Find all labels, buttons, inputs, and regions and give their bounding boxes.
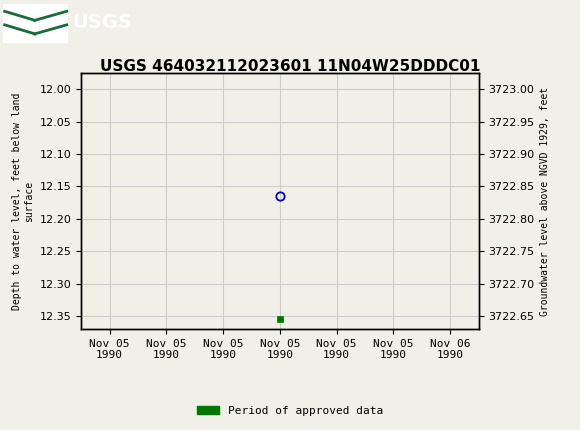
Bar [3,3,67,42]
Text: USGS 464032112023601 11N04W25DDDC01: USGS 464032112023601 11N04W25DDDC01 [100,59,480,74]
Text: USGS: USGS [72,13,132,32]
Legend: Period of approved data: Period of approved data [193,401,387,420]
Y-axis label: Groundwater level above NGVD 1929, feet: Groundwater level above NGVD 1929, feet [540,86,550,316]
Y-axis label: Depth to water level, feet below land
surface: Depth to water level, feet below land su… [12,92,34,310]
